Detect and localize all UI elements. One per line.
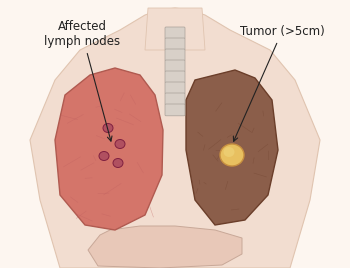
FancyBboxPatch shape xyxy=(165,82,185,94)
FancyBboxPatch shape xyxy=(165,93,185,105)
Ellipse shape xyxy=(103,124,113,132)
Ellipse shape xyxy=(224,147,235,157)
FancyBboxPatch shape xyxy=(165,104,185,116)
FancyBboxPatch shape xyxy=(165,49,185,61)
Polygon shape xyxy=(145,8,205,50)
Text: Tumor (>5cm): Tumor (>5cm) xyxy=(233,25,324,141)
FancyBboxPatch shape xyxy=(165,60,185,72)
Polygon shape xyxy=(88,226,242,268)
Text: Affected
lymph nodes: Affected lymph nodes xyxy=(44,20,120,141)
FancyBboxPatch shape xyxy=(165,38,185,50)
Polygon shape xyxy=(186,70,278,225)
Ellipse shape xyxy=(220,144,244,166)
Ellipse shape xyxy=(99,151,109,161)
Ellipse shape xyxy=(115,140,125,148)
FancyBboxPatch shape xyxy=(165,27,185,39)
Polygon shape xyxy=(30,8,320,268)
FancyBboxPatch shape xyxy=(165,71,185,83)
Polygon shape xyxy=(55,68,163,230)
Ellipse shape xyxy=(113,158,123,168)
